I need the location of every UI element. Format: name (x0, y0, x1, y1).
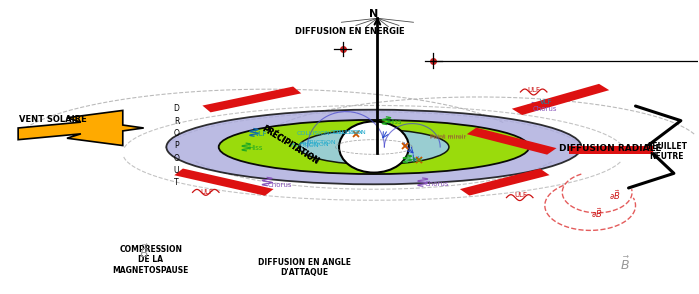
Text: COLLISION: COLLISION (329, 130, 363, 135)
Text: Hiss: Hiss (387, 119, 402, 125)
Text: $\vec{B}$: $\vec{B}$ (139, 244, 149, 261)
Text: Hiss: Hiss (408, 157, 423, 163)
Polygon shape (569, 146, 653, 154)
Ellipse shape (339, 121, 409, 173)
Text: FRICTION: FRICTION (307, 140, 336, 145)
Text: Point miroir: Point miroir (430, 135, 466, 140)
Text: DIFFUSION RADIALE: DIFFUSION RADIALE (559, 144, 661, 153)
Text: COMPRESSION
DE LA
MAGNETOSPAUSE: COMPRESSION DE LA MAGNETOSPAUSE (113, 245, 189, 275)
Text: FRICTION: FRICTION (300, 142, 329, 147)
Text: R: R (174, 117, 179, 126)
Text: COLLISION: COLLISION (333, 131, 366, 136)
Polygon shape (467, 128, 556, 155)
Text: O: O (173, 129, 180, 138)
Text: Chorus: Chorus (533, 106, 557, 112)
Text: ULF: ULF (528, 87, 541, 93)
Text: VLF: VLF (540, 99, 552, 105)
Text: DIFFUSION EN ENERGIE: DIFFUSION EN ENERGIE (295, 27, 404, 36)
Text: ULF: ULF (200, 189, 213, 195)
Ellipse shape (166, 110, 582, 184)
Text: VLF: VLF (254, 131, 267, 137)
Polygon shape (203, 86, 301, 112)
Polygon shape (460, 169, 549, 196)
Text: Chorus: Chorus (268, 182, 292, 188)
Ellipse shape (299, 129, 449, 165)
Text: N: N (369, 9, 379, 19)
Text: U: U (174, 166, 179, 175)
Text: DIFFUSION EN ANGLE
D'ATTAQUE: DIFFUSION EN ANGLE D'ATTAQUE (258, 258, 351, 277)
Text: $\vec{B}$: $\vec{B}$ (620, 255, 630, 273)
Text: PRÉCIPITATION: PRÉCIPITATION (260, 124, 320, 167)
Text: Hiss: Hiss (248, 146, 263, 151)
Text: COLLISION: COLLISION (296, 131, 330, 136)
Ellipse shape (219, 120, 529, 174)
Text: Point miroir: Point miroir (430, 134, 466, 139)
Polygon shape (512, 84, 610, 115)
Text: VENT SOLAIRE: VENT SOLAIRE (19, 115, 87, 124)
Text: T: T (174, 178, 179, 187)
Text: PRÉCIPITATION: PRÉCIPITATION (260, 124, 320, 167)
Text: ULF: ULF (514, 192, 527, 198)
Polygon shape (18, 111, 144, 146)
Text: O: O (173, 154, 180, 163)
Text: FRICTION: FRICTION (289, 143, 319, 148)
Text: P: P (174, 141, 179, 150)
Text: D: D (173, 104, 180, 113)
Text: $\partial\vec{B}$: $\partial\vec{B}$ (591, 206, 603, 220)
Text: FEUILLET
NEUTRE: FEUILLET NEUTRE (647, 142, 687, 161)
Text: $\partial\vec{B}$: $\partial\vec{B}$ (609, 188, 621, 202)
Text: Chorus: Chorus (424, 181, 449, 187)
Polygon shape (174, 168, 273, 196)
